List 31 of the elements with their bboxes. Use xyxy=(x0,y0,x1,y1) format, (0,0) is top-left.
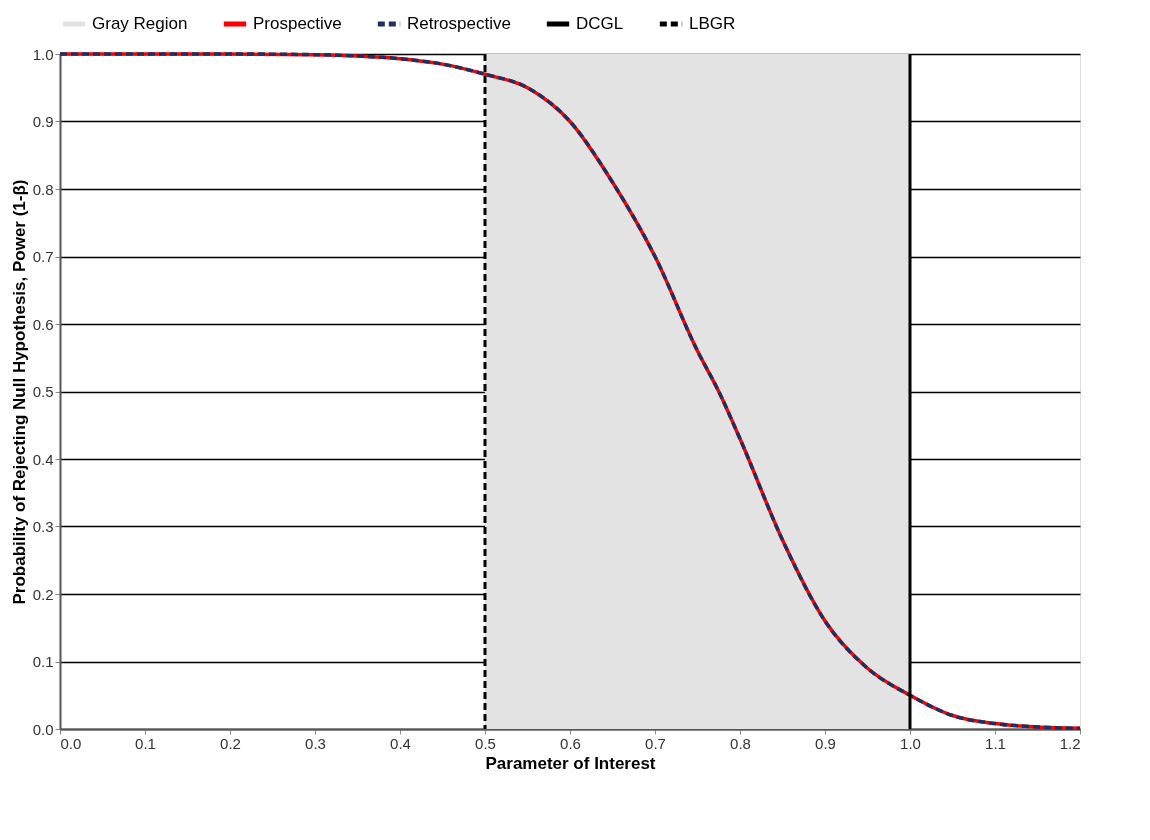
x-tick-label: 0.5 xyxy=(475,734,496,752)
x-tick-label: 0.1 xyxy=(135,734,156,752)
legend-label: DCGL xyxy=(576,14,624,33)
x-tick-label: 0.2 xyxy=(220,734,241,752)
y-tick-label: 0.0 xyxy=(32,720,54,738)
x-axis-title: Parameter of Interest xyxy=(485,753,656,773)
x-tick-label: 1.2 xyxy=(1059,734,1081,752)
y-tick-label: 0.9 xyxy=(32,113,54,130)
x-tick-label: 0.0 xyxy=(60,734,82,752)
y-tick-label: 0.1 xyxy=(32,653,54,670)
x-tick-label: 0.9 xyxy=(815,734,836,752)
y-tick-label: 1.0 xyxy=(32,45,54,63)
y-tick-label: 0.4 xyxy=(32,450,54,468)
y-tick-label: 0.2 xyxy=(32,585,54,603)
legend-label: Retrospective xyxy=(407,14,511,33)
legend-label: LBGR xyxy=(689,14,736,33)
x-tick-label: 0.6 xyxy=(560,734,581,752)
y-tick-label: 0.3 xyxy=(32,518,54,535)
x-tick-label: 0.4 xyxy=(390,734,411,752)
x-tick-label: 0.7 xyxy=(645,734,666,752)
x-tick-label: 0.3 xyxy=(305,734,326,752)
y-axis-title: Probability of Rejecting Null Hypothesis, Power (1-β) xyxy=(9,179,29,605)
y-tick-label: 0.7 xyxy=(32,248,54,265)
y-tick-label: 0.8 xyxy=(32,180,54,198)
y-tick-label: 0.5 xyxy=(32,383,54,400)
y-tick-label: 0.6 xyxy=(32,315,54,333)
x-tick-label: 1.1 xyxy=(985,734,1006,752)
x-tick-label: 1.0 xyxy=(900,734,921,752)
legend-label: Prospective xyxy=(253,14,342,33)
x-tick-label: 0.8 xyxy=(730,734,751,752)
legend-label: Gray Region xyxy=(92,14,188,33)
